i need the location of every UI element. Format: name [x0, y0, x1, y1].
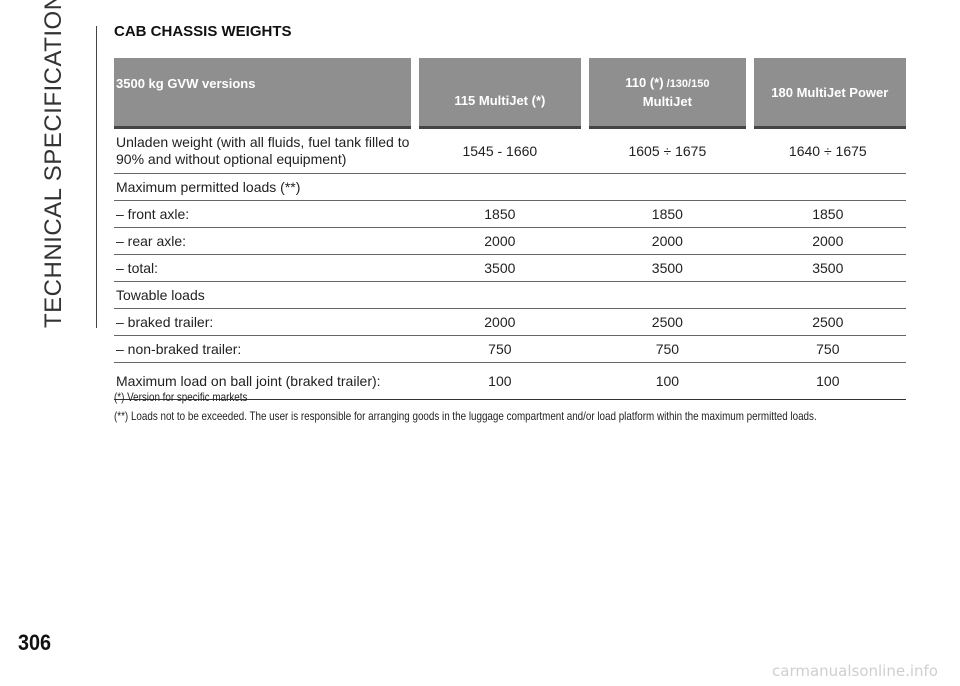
row-label: Unladen weight (with all fluids, fuel ta… — [114, 127, 415, 174]
row-value: 2000 — [414, 227, 586, 255]
row-value — [749, 281, 906, 309]
row-value: 1545 - 1660 — [414, 127, 586, 174]
side-divider — [96, 26, 97, 328]
row-label: – braked trailer: — [114, 308, 415, 336]
table-row: Maximum permitted loads (**) — [114, 173, 906, 201]
table-row: – braked trailer: 2000 2500 2500 — [114, 308, 906, 336]
row-value — [749, 173, 906, 201]
row-label: – non-braked trailer: — [114, 335, 415, 363]
table-row: – rear axle: 2000 2000 2000 — [114, 227, 906, 255]
row-value: 3500 — [749, 254, 906, 282]
header-110-130-150-multijet: 110 (*) /130/150 MultiJet — [585, 58, 754, 129]
row-value: 100 — [585, 362, 750, 400]
row-value: 1850 — [585, 200, 750, 228]
row-value: 2000 — [749, 227, 906, 255]
table-row: – front axle: 1850 1850 1850 — [114, 200, 906, 228]
row-value: 3500 — [414, 254, 586, 282]
table-row: Towable loads — [114, 281, 906, 309]
row-value: 1850 — [414, 200, 586, 228]
header-versions: 3500 kg GVW versions — [114, 58, 419, 129]
watermark: carmanualsonline.info — [772, 662, 938, 680]
table-row: Maximum load on ball joint (braked trail… — [114, 362, 906, 400]
row-value: 2500 — [749, 308, 906, 336]
row-value: 750 — [749, 335, 906, 363]
row-value: 2000 — [585, 227, 750, 255]
row-value: 2500 — [585, 308, 750, 336]
weights-table: 3500 kg GVW versions 115 MultiJet (*) 11… — [114, 58, 906, 400]
table-row: Unladen weight (with all fluids, fuel ta… — [114, 127, 906, 174]
page-number: 306 — [18, 630, 52, 655]
row-value: 2000 — [414, 308, 586, 336]
row-value — [414, 173, 586, 201]
row-value: 750 — [414, 335, 586, 363]
row-label: – rear axle: — [114, 227, 415, 255]
header-180-multijet-power: 180 MultiJet Power — [749, 58, 906, 129]
table-row: – non-braked trailer: 750 750 750 — [114, 335, 906, 363]
row-value — [585, 173, 750, 201]
row-value: 750 — [585, 335, 750, 363]
footnote-1: (*) Version for specific markets — [114, 390, 248, 404]
row-value — [585, 281, 750, 309]
row-value: 1605 ÷ 1675 — [585, 127, 750, 174]
header-115-multijet: 115 MultiJet (*) — [414, 58, 590, 129]
row-label: Towable loads — [114, 281, 415, 309]
row-label: Maximum load on ball joint (braked trail… — [114, 362, 415, 400]
side-section-title: TECHNICAL SPECIFICATIONS — [40, 0, 80, 328]
row-value: 1640 ÷ 1675 — [749, 127, 906, 174]
header-110-small: /130/150 — [663, 78, 710, 90]
row-value: 100 — [414, 362, 586, 400]
row-label: – total: — [114, 254, 415, 282]
row-value: 1850 — [749, 200, 906, 228]
header-110-main: 110 (*) — [625, 75, 664, 90]
side-section-title-text: TECHNICAL SPECIFICATIONS — [40, 0, 67, 328]
header-110-line2: MultiJet — [642, 94, 692, 109]
section-title: CAB CHASSIS WEIGHTS — [114, 23, 292, 40]
row-value: 3500 — [585, 254, 750, 282]
table-row: – total: 3500 3500 3500 — [114, 254, 906, 282]
footnote-2: (**) Loads not to be exceeded. The user … — [114, 409, 817, 423]
row-label: – front axle: — [114, 200, 415, 228]
row-value — [414, 281, 586, 309]
row-value: 100 — [749, 362, 906, 400]
row-label: Maximum permitted loads (**) — [114, 173, 415, 201]
table-header-row: 3500 kg GVW versions 115 MultiJet (*) 11… — [114, 58, 906, 129]
footnotes: (*) Version for specific markets (**) Lo… — [114, 388, 914, 426]
